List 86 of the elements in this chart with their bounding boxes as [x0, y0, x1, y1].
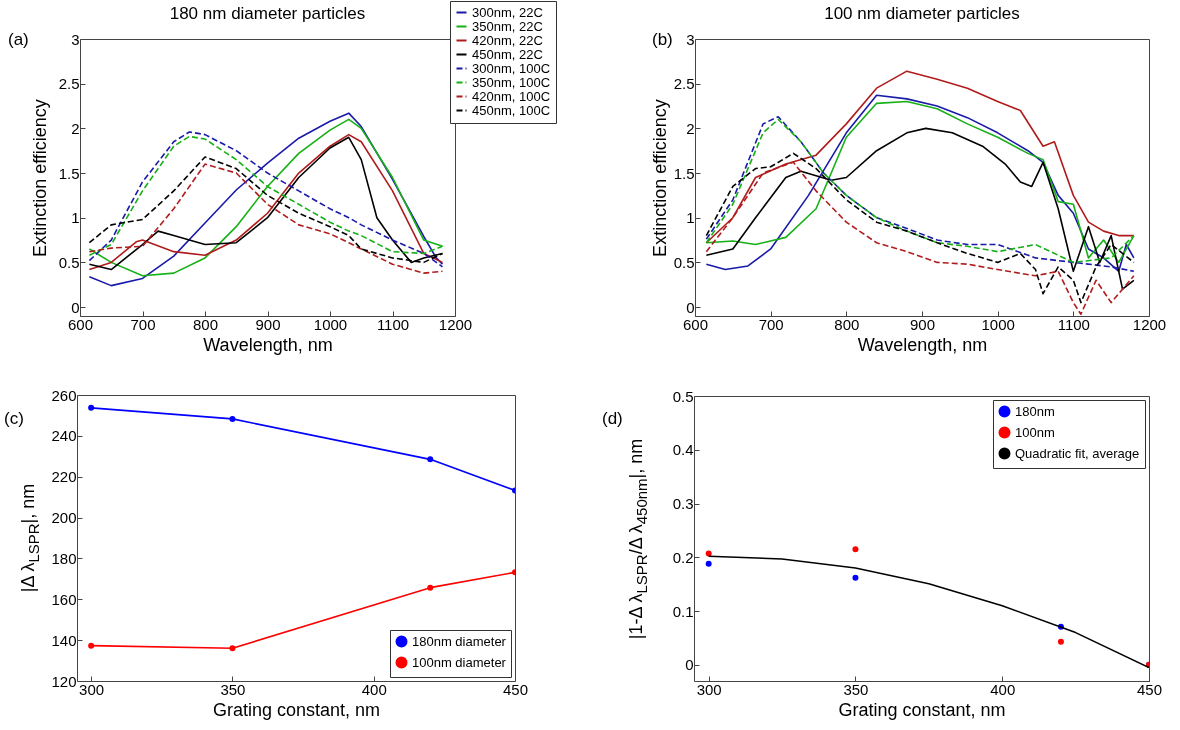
- y-axis-title: Extinction efficiency: [649, 98, 671, 257]
- y-tick-label: 2.5: [58, 75, 80, 93]
- x-tick-label: 800: [834, 315, 860, 333]
- legend-label: 300nm, 100C: [472, 60, 551, 76]
- x-tick-label: 600: [682, 315, 709, 333]
- x-tick-label: 350: [843, 680, 869, 698]
- y-tick-label: 3: [686, 30, 695, 48]
- y-tick-label: 0: [71, 298, 80, 316]
- y-tick-label: 0: [686, 298, 695, 316]
- y-tick-label: 2: [71, 119, 80, 137]
- x-tick-label: 700: [130, 315, 156, 333]
- y-tick-label: 1: [71, 209, 80, 227]
- y-tick-label: 0.5: [672, 387, 694, 405]
- legend-label: 450nm, 100C: [472, 102, 551, 118]
- x-tick-label: 350: [220, 680, 246, 698]
- chart-title: 100 nm diameter particles: [824, 4, 1020, 24]
- point: [705, 560, 712, 567]
- x-tick-label: 900: [255, 315, 281, 333]
- y-tick-label: 0.5: [58, 253, 80, 271]
- legend-label: Quadratic fit, average: [1015, 445, 1140, 461]
- legend-label: 300nm, 22C: [472, 4, 543, 20]
- text: (b): [652, 30, 673, 50]
- legend-label: 100nm diameter: [412, 654, 507, 670]
- y-tick-label: 1.5: [673, 164, 695, 182]
- y-tick-label: 220: [51, 468, 77, 486]
- x-axis-title: Wavelength, nm: [203, 334, 333, 355]
- x-tick-label: 600: [67, 315, 94, 333]
- legend-label: 420nm, 22C: [472, 32, 543, 48]
- x-tick-label: 400: [361, 680, 387, 698]
- legend-label: 350nm, 100C: [472, 74, 551, 90]
- legend-label: 100nm: [1015, 424, 1055, 440]
- y-tick-label: 160: [51, 590, 77, 608]
- point: [427, 456, 434, 463]
- y-tick-label: 200: [51, 509, 77, 527]
- point: [852, 546, 859, 553]
- y-tick-label: 0: [685, 656, 694, 674]
- x-tick-label: 300: [696, 680, 722, 698]
- x-tick-label: 800: [192, 315, 219, 333]
- point: [88, 404, 95, 411]
- x-tick-label: 1200: [1132, 315, 1167, 333]
- point: [229, 415, 236, 422]
- text: (a): [8, 30, 29, 50]
- y-tick-label: 140: [51, 631, 77, 649]
- x-tick-label: 1100: [1057, 315, 1090, 333]
- x-tick-label: 450: [502, 680, 529, 698]
- x-tick-label: 450: [1136, 680, 1163, 698]
- legend-label: 420nm, 100C: [472, 88, 551, 104]
- x-axis-title: Grating constant, nm: [212, 699, 381, 720]
- x-tick-label: 300: [79, 680, 105, 698]
- legend-label: 180nm: [1015, 403, 1055, 419]
- x-tick-label: 1000: [981, 315, 1015, 333]
- legend-label: 450nm, 22C: [472, 46, 543, 62]
- x-axis-title: Grating constant, nm: [838, 699, 1006, 720]
- y-tick-label: 0.3: [672, 495, 694, 513]
- point: [427, 584, 434, 591]
- y-tick-label: 0.2: [672, 548, 694, 566]
- y-tick-label: 0.5: [673, 253, 695, 271]
- y-axis-title: Extinction efficiency: [29, 98, 51, 257]
- text: (c): [4, 409, 24, 429]
- point: [229, 645, 236, 652]
- y-tick-label: 260: [51, 386, 77, 404]
- y-tick-label: 240: [51, 427, 77, 445]
- y-tick-label: 2: [686, 119, 695, 137]
- x-tick-label: 700: [758, 315, 784, 333]
- x-tick-label: 900: [909, 315, 936, 333]
- y-tick-label: 3: [71, 30, 80, 48]
- text: (d): [602, 409, 623, 429]
- x-axis-title: Wavelength, nm: [857, 334, 988, 355]
- x-tick-label: 1200: [438, 315, 473, 333]
- x-tick-label: 400: [990, 680, 1016, 698]
- y-tick-label: 1.5: [58, 164, 80, 182]
- y-tick-label: 0.1: [672, 602, 694, 620]
- y-tick-label: 120: [51, 672, 77, 690]
- legend-label: 350nm, 22C: [472, 18, 543, 34]
- legend-label: 180nm diameter: [412, 633, 507, 649]
- y-tick-label: 1: [686, 209, 695, 227]
- x-tick-label: 1000: [313, 315, 348, 333]
- point: [705, 550, 712, 557]
- point: [852, 574, 859, 581]
- chart-title: 180 nm diameter particles: [169, 4, 366, 24]
- point: [88, 642, 95, 649]
- y-tick-label: 0.4: [672, 441, 694, 459]
- point: [1057, 638, 1064, 645]
- x-tick-label: 1100: [376, 315, 410, 333]
- y-tick-label: 2.5: [673, 75, 695, 93]
- y-tick-label: 180: [51, 549, 77, 567]
